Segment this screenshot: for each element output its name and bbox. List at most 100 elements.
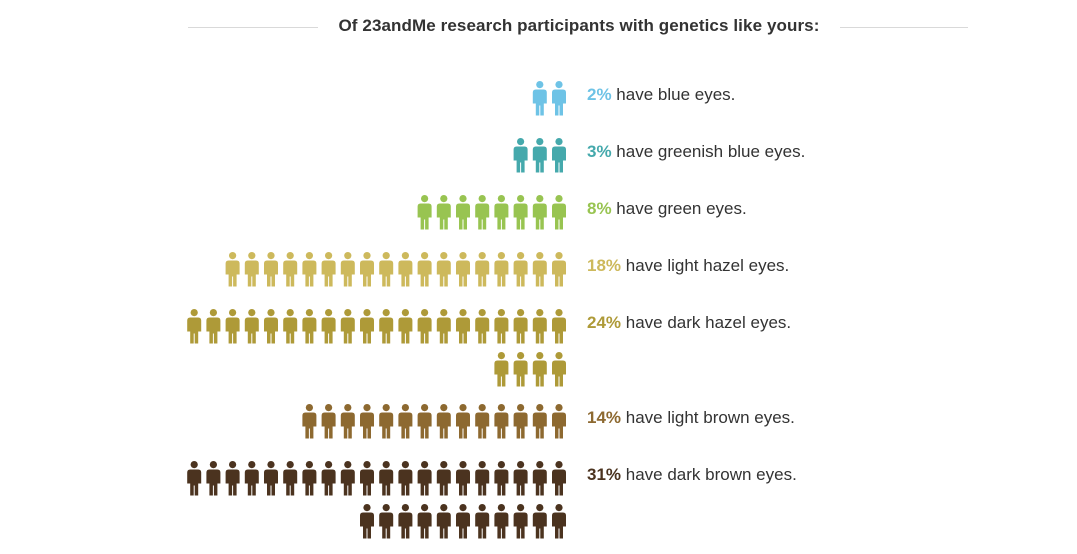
person-icon-green bbox=[552, 195, 566, 230]
person-icon-green bbox=[532, 195, 547, 230]
person-icon-green bbox=[475, 195, 490, 230]
person-icon-dark-brown bbox=[398, 461, 413, 496]
person-icon-greenish-blue bbox=[552, 138, 566, 173]
person-icon-dark-hazel bbox=[552, 309, 566, 344]
person-icon-dark-brown bbox=[417, 461, 432, 496]
person-icon-green bbox=[494, 195, 509, 230]
person-icon-dark-brown bbox=[532, 504, 547, 539]
person-icon-light-hazel bbox=[513, 252, 528, 287]
row-text: have dark brown eyes. bbox=[621, 465, 797, 484]
person-icon-dark-hazel bbox=[494, 309, 509, 344]
person-icon-dark-brown bbox=[532, 461, 547, 496]
person-icon-dark-brown bbox=[494, 504, 509, 539]
person-icon-light-brown bbox=[494, 404, 509, 439]
person-icon-green bbox=[456, 195, 470, 230]
person-icon-dark-brown bbox=[225, 461, 240, 496]
person-icon-greenish-blue bbox=[513, 138, 528, 173]
person-icon-dark-brown bbox=[321, 461, 336, 496]
person-icon-light-hazel bbox=[379, 252, 394, 287]
person-icon-dark-hazel bbox=[360, 309, 374, 344]
person-icon-light-hazel bbox=[417, 252, 432, 287]
row-text: have light hazel eyes. bbox=[621, 256, 790, 275]
row-label-light-brown: 14% have light brown eyes. bbox=[587, 408, 795, 428]
person-icon-dark-hazel bbox=[244, 309, 259, 344]
person-icon-dark-hazel bbox=[532, 309, 547, 344]
person-icon-light-brown bbox=[321, 404, 336, 439]
person-icon-green bbox=[513, 195, 528, 230]
row-text: have light brown eyes. bbox=[621, 408, 795, 427]
person-icon-dark-brown bbox=[360, 461, 374, 496]
percent-label: 14% bbox=[587, 408, 622, 427]
person-icon-dark-hazel bbox=[513, 309, 528, 344]
percent-label: 2% bbox=[587, 85, 612, 104]
row-label-dark-hazel: 24% have dark hazel eyes. bbox=[587, 313, 791, 333]
row-label-greenish-blue: 3% have greenish blue eyes. bbox=[587, 142, 805, 162]
person-icon-light-hazel bbox=[340, 252, 355, 287]
row-label-green: 8% have green eyes. bbox=[587, 199, 747, 219]
person-icon-light-brown bbox=[417, 404, 432, 439]
person-icon-light-brown bbox=[398, 404, 413, 439]
person-icon-light-hazel bbox=[244, 252, 259, 287]
person-icon-dark-hazel bbox=[436, 309, 451, 344]
person-icon-dark-brown bbox=[456, 504, 470, 539]
percent-label: 31% bbox=[587, 465, 622, 484]
percent-label: 18% bbox=[587, 256, 622, 275]
row-label-light-hazel: 18% have light hazel eyes. bbox=[587, 256, 789, 276]
person-icon-dark-brown bbox=[379, 504, 394, 539]
person-icon-light-brown bbox=[532, 404, 547, 439]
person-icon-dark-hazel bbox=[379, 309, 394, 344]
person-icon-dark-hazel bbox=[225, 309, 240, 344]
percent-label: 3% bbox=[587, 142, 612, 161]
person-icon-dark-hazel bbox=[206, 309, 221, 344]
header-rule-left bbox=[188, 27, 318, 28]
person-icon-dark-brown bbox=[379, 461, 394, 496]
person-icon-green bbox=[417, 195, 432, 230]
person-icon-light-brown bbox=[436, 404, 451, 439]
person-icon-blue bbox=[552, 81, 566, 116]
person-icon-dark-hazel bbox=[475, 309, 490, 344]
person-icon-light-brown bbox=[379, 404, 394, 439]
person-icon-dark-hazel bbox=[552, 352, 566, 387]
row-label-dark-brown: 31% have dark brown eyes. bbox=[587, 465, 797, 485]
person-icon-light-brown bbox=[360, 404, 374, 439]
person-icon-light-brown bbox=[456, 404, 470, 439]
row-label-blue: 2% have blue eyes. bbox=[587, 85, 735, 105]
person-icon-dark-brown bbox=[475, 504, 490, 539]
person-icon-green bbox=[436, 195, 451, 230]
person-icon-dark-brown bbox=[244, 461, 259, 496]
person-icon-dark-brown bbox=[360, 504, 374, 539]
person-icon-dark-brown bbox=[494, 461, 509, 496]
person-icon-dark-hazel bbox=[398, 309, 413, 344]
person-icon-light-hazel bbox=[475, 252, 490, 287]
person-icon-light-brown bbox=[513, 404, 528, 439]
person-icon-dark-hazel bbox=[283, 309, 298, 344]
person-icon-dark-hazel bbox=[187, 309, 202, 344]
person-icon-light-hazel bbox=[456, 252, 470, 287]
person-icon-dark-hazel bbox=[513, 352, 528, 387]
person-icon-dark-brown bbox=[187, 461, 202, 496]
person-icon-dark-hazel bbox=[532, 352, 547, 387]
person-icon-light-hazel bbox=[321, 252, 336, 287]
person-icon-greenish-blue bbox=[532, 138, 547, 173]
person-icon-dark-brown bbox=[475, 461, 490, 496]
person-icon-light-hazel bbox=[360, 252, 374, 287]
person-icon-light-hazel bbox=[225, 252, 240, 287]
person-icon-dark-hazel bbox=[264, 309, 278, 344]
person-icon-dark-hazel bbox=[417, 309, 432, 344]
row-text: have blue eyes. bbox=[611, 85, 736, 104]
person-icon-dark-brown bbox=[283, 461, 298, 496]
person-icon-light-hazel bbox=[552, 252, 566, 287]
person-icon-dark-brown bbox=[264, 461, 278, 496]
person-icon-light-hazel bbox=[436, 252, 451, 287]
row-text: have greenish blue eyes. bbox=[611, 142, 806, 161]
person-icon-light-brown bbox=[475, 404, 490, 439]
person-icon-dark-hazel bbox=[321, 309, 336, 344]
person-icon-dark-hazel bbox=[456, 309, 470, 344]
person-icon-dark-brown bbox=[456, 461, 470, 496]
person-icon-dark-hazel bbox=[302, 309, 317, 344]
person-icon-dark-brown bbox=[552, 461, 566, 496]
person-icon-light-hazel bbox=[398, 252, 413, 287]
percent-label: 24% bbox=[587, 313, 622, 332]
